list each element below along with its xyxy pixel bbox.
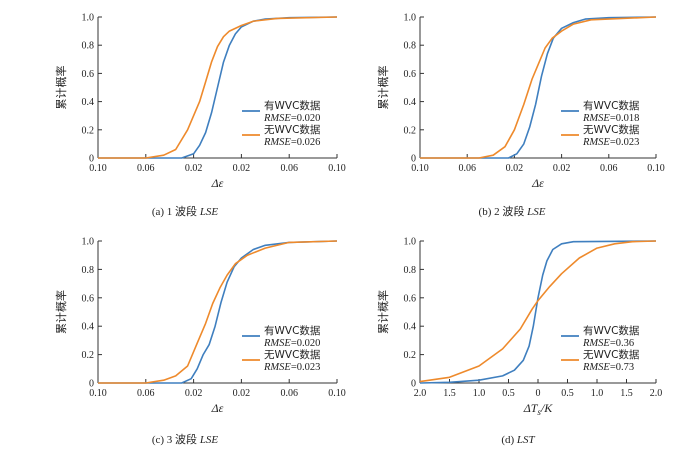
x-tick-label: 0.5 — [502, 388, 515, 399]
chart-panel-2: 0 0.2 0.4 0.6 0.8 1.0 0.10 0.06 0.02 0.02 0.06 0.10… — [376, 13, 665, 191]
x-tick-label: 0.5 — [561, 388, 574, 399]
legend-metric: RMSE=0.36 — [582, 338, 634, 349]
y-tick-label: 1.0 — [82, 13, 95, 24]
legend-metric: RMSE=0.023 — [582, 137, 639, 148]
series-line-with-wvc — [98, 240, 338, 384]
legend-metric: RMSE=0.020 — [263, 338, 320, 349]
legend-metric: RMSE=0.023 — [263, 362, 320, 373]
panel-caption: (c) 3 波段 LSE — [152, 432, 219, 446]
legend-metric: RMSE=0.73 — [582, 362, 634, 373]
x-tick-label: 0.10 — [89, 163, 107, 174]
x-tick-label: 0.06 — [137, 163, 155, 174]
legend-metric: RMSE=0.026 — [263, 137, 320, 148]
y-tick-label: 0.4 — [404, 322, 417, 333]
legend-label: 有WVC数据 — [264, 99, 321, 112]
legend-label: 有WVC数据 — [583, 99, 640, 112]
x-tick-label: 1.0 — [591, 388, 604, 399]
legend-label: 无WVC数据 — [583, 123, 640, 136]
y-axis-label: 累计概率 — [54, 290, 68, 334]
x-tick-label: 0.10 — [328, 163, 346, 174]
y-tick-label: 0.8 — [82, 265, 95, 276]
y-tick-label: 0 — [89, 154, 94, 165]
x-tick-label: 0.10 — [328, 388, 346, 399]
y-tick-label: 0 — [89, 379, 94, 390]
y-tick-label: 0.6 — [404, 293, 417, 304]
series-line-without-wvc — [420, 16, 657, 159]
x-axis-label: Δε — [211, 176, 224, 190]
y-tick-label: 0.6 — [82, 293, 95, 304]
x-tick-label: 0.02 — [185, 388, 203, 399]
x-tick-label: 0.06 — [458, 163, 476, 174]
x-tick-label: 0.06 — [280, 163, 298, 174]
chart-panel-1: 0 0.2 0.4 0.6 0.8 1.0 0.10 0.06 0.02 0.02 0.06 0.10… — [54, 13, 346, 191]
x-axis-label: ΔTs/K — [523, 401, 554, 417]
x-tick-label: 0.10 — [411, 163, 429, 174]
y-tick-label: 0 — [411, 154, 416, 165]
y-tick-label: 0 — [411, 379, 416, 390]
y-tick-label: 0.2 — [404, 350, 417, 361]
series-line-with-wvc — [420, 16, 657, 159]
y-tick-label: 0.6 — [404, 69, 417, 80]
y-tick-label: 1.0 — [404, 237, 417, 248]
y-tick-label: 0.8 — [404, 265, 417, 276]
y-tick-label: 0.4 — [82, 97, 95, 108]
y-axis-label: 累计概率 — [54, 66, 68, 110]
panel-caption: (d) LST — [501, 434, 535, 446]
y-tick-label: 0.8 — [404, 41, 417, 52]
x-tick-label: 1.5 — [443, 388, 456, 399]
panel-caption: (a) 1 波段 LSE — [152, 204, 219, 218]
x-tick-label: 1.0 — [473, 388, 486, 399]
legend-label: 有WVC数据 — [264, 324, 321, 337]
x-tick-label: 0.02 — [553, 163, 571, 174]
x-tick-label: 0.10 — [89, 388, 107, 399]
legend-label: 无WVC数据 — [583, 348, 640, 361]
legend-label: 无WVC数据 — [264, 348, 321, 361]
x-tick-label: 0.02 — [185, 163, 203, 174]
x-tick-label: 0.06 — [600, 163, 618, 174]
x-tick-label: 0.06 — [137, 388, 155, 399]
series-line-with-wvc — [419, 240, 657, 384]
x-tick-label: 2.0 — [414, 388, 427, 399]
y-axis-label: 累计概率 — [376, 66, 390, 110]
series-line-without-wvc — [98, 16, 338, 159]
y-tick-label: 0.4 — [82, 322, 95, 333]
y-tick-label: 1.0 — [404, 13, 417, 24]
x-tick-label: 1.5 — [620, 388, 633, 399]
y-tick-label: 0.2 — [82, 350, 95, 361]
x-tick-label: 2.0 — [650, 388, 663, 399]
x-tick-label: 0.02 — [506, 163, 524, 174]
y-tick-label: 1.0 — [82, 237, 95, 248]
x-tick-label: 0.02 — [233, 163, 251, 174]
chart-panel-3: 0 0.2 0.4 0.6 0.8 1.0 0.10 0.06 0.02 0.02 0.06 0.10… — [54, 237, 346, 416]
y-axis-label: 累计概率 — [376, 290, 390, 334]
x-tick-label: 0 — [536, 388, 541, 399]
x-tick-label: 0.10 — [647, 163, 665, 174]
x-tick-label: 0.02 — [233, 388, 251, 399]
x-axis-label: Δε — [531, 176, 544, 190]
series-line-without-wvc — [419, 240, 657, 383]
x-tick-label: 0.06 — [280, 388, 298, 399]
legend-label: 无WVC数据 — [264, 123, 321, 136]
x-axis-label: Δε — [211, 401, 224, 415]
legend-metric: RMSE=0.018 — [582, 113, 639, 124]
panel-caption: (b) 2 波段 LSE — [479, 204, 546, 218]
y-tick-label: 0.2 — [82, 125, 95, 136]
y-tick-label: 0.6 — [82, 69, 95, 80]
chart-panel-4: 0 0.2 0.4 0.6 0.8 1.0 2.0 1.5 1.0 0.5 0 0.5 1.0 1.5 2.… — [376, 237, 662, 418]
series-line-without-wvc — [98, 240, 338, 384]
y-tick-label: 0.8 — [82, 41, 95, 52]
y-tick-label: 0.4 — [404, 97, 417, 108]
y-tick-label: 0.2 — [404, 125, 417, 136]
legend-label: 有WVC数据 — [583, 324, 640, 337]
legend-metric: RMSE=0.020 — [263, 113, 320, 124]
